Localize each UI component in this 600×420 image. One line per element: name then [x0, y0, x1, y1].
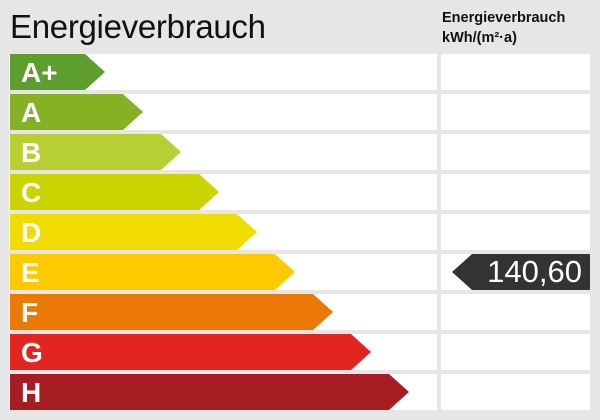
class-bar-c: C: [10, 174, 219, 210]
class-bar-d: D: [10, 214, 257, 250]
arrow-shape-icon: [10, 94, 143, 130]
class-bar-b: B: [10, 134, 181, 170]
value-cell: [441, 334, 590, 370]
value-cell: [441, 54, 590, 90]
unit-value: kWh/(m²·a): [442, 30, 517, 46]
consumption-value: 140,60: [487, 254, 582, 289]
class-label: A: [21, 97, 42, 128]
class-bar-e: E: [10, 254, 295, 290]
class-label: D: [21, 217, 42, 248]
arrow-shape-icon: [10, 374, 409, 410]
unit-header: Energieverbrauch kWh/(m²·a): [442, 8, 565, 48]
class-bar-g: G: [10, 334, 371, 370]
arrow-shape-icon: [10, 54, 105, 90]
class-label: E: [21, 257, 40, 288]
value-cell: [441, 134, 590, 170]
value-cell: [441, 374, 590, 410]
arrow-shape-icon: [10, 134, 181, 170]
arrow-shape-icon: [10, 214, 257, 250]
arrow-shape-icon: [10, 174, 219, 210]
class-label: A+: [21, 57, 58, 88]
arrow-shape-icon: [10, 254, 295, 290]
value-cell: [441, 94, 590, 130]
unit-label: Energieverbrauch: [442, 10, 566, 26]
class-bar-h: H: [10, 374, 409, 410]
class-label: H: [21, 377, 42, 408]
indicator-arrow-icon: [452, 254, 590, 290]
class-label: G: [21, 337, 43, 368]
class-label: B: [21, 137, 42, 168]
value-cell: [441, 294, 590, 330]
arrow-shape-icon: [10, 294, 333, 330]
value-cell: [441, 174, 590, 210]
class-bar-a: A: [10, 94, 143, 130]
class-label: C: [21, 177, 42, 208]
class-label: F: [21, 297, 39, 328]
page-title: Energieverbrauch: [10, 8, 266, 45]
arrow-shape-icon: [10, 334, 371, 370]
class-bar-a-plus: A+: [10, 54, 105, 90]
class-bar-f: F: [10, 294, 333, 330]
value-cell: [441, 214, 590, 250]
consumption-indicator: 140,60: [452, 254, 590, 290]
